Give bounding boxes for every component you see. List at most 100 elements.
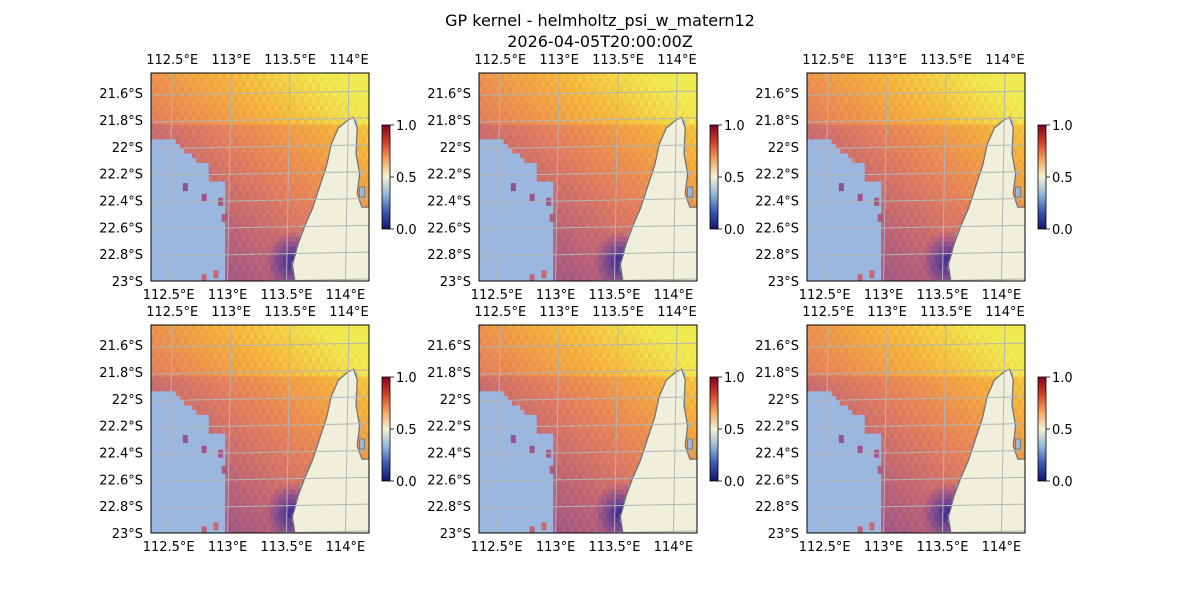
field-cell-island (874, 197, 880, 206)
meridian-line (286, 73, 291, 281)
colorbar-tick-label: 0.0 (724, 475, 745, 490)
graticule (479, 325, 697, 533)
parallel-line (807, 197, 1025, 203)
field-cell-island (869, 522, 875, 531)
top-lon-label: 113°E (211, 53, 251, 68)
left-lat-label: 22.8°S (99, 500, 143, 515)
field-cell-island (227, 490, 233, 499)
top-lon-label: 114°E (657, 53, 697, 68)
bottom-lon-label: 113.5°E (589, 540, 641, 555)
inlet (359, 186, 365, 198)
field-cell-island (555, 490, 561, 499)
field-cell-island (201, 193, 207, 202)
parallel-line (479, 144, 697, 150)
field-cell-island (227, 238, 233, 247)
graticule (151, 73, 369, 281)
left-lat-label: 21.6°S (99, 87, 143, 102)
left-lat-label: 22.6°S (755, 473, 799, 488)
meridian-line (227, 73, 232, 281)
left-lat-label: 22.6°S (99, 221, 143, 236)
left-lat-label: 22.4°S (427, 446, 471, 461)
left-lat-label: 22°S (768, 393, 799, 408)
left-lat-label: 23°S (768, 275, 799, 290)
field-cell-island (213, 270, 219, 279)
bottom-lon-label: 113°E (536, 540, 576, 555)
colorbar: 0.0 0.5 1.0 (381, 119, 417, 238)
parallel-line (151, 396, 369, 402)
meridian-line (614, 73, 619, 281)
parallel-line (151, 117, 369, 123)
left-lat-label: 22.2°S (755, 168, 799, 183)
bottom-lon-label: 113°E (208, 288, 248, 303)
left-lat-label: 22.8°S (427, 500, 471, 515)
top-lon-label: 113.5°E (592, 305, 644, 320)
colorbar-tick-label: 0.0 (396, 223, 417, 238)
field-cell-island (883, 238, 889, 247)
map-content (807, 73, 1025, 281)
left-lat-label: 22.4°S (99, 446, 143, 461)
meridian-line (286, 325, 291, 533)
map-frame (806, 324, 1026, 534)
parallel-line (479, 396, 697, 402)
map-panel-3: 112.5°E 112.5°E 113°E 113°E 113.5°E 113.5°E 11… (755, 53, 1072, 303)
field-cell-island (838, 183, 844, 192)
parallel-line (151, 144, 369, 150)
parallel-line (807, 449, 1025, 455)
map-panel-6: 112.5°E 112.5°E 113°E 113°E 113.5°E 113.5°E 11… (755, 305, 1072, 555)
bottom-lon-label: 114°E (982, 540, 1022, 555)
left-lat-label: 22.8°S (99, 248, 143, 263)
map-frame (478, 324, 698, 534)
left-lat-label: 21.8°S (755, 366, 799, 381)
meridian-line (227, 325, 232, 533)
colorbar-tick-label: 0.0 (1052, 475, 1073, 490)
parallel-line (232, 278, 369, 281)
left-lat-label: 21.8°S (427, 366, 471, 381)
left-lat-label: 22°S (440, 141, 471, 156)
parallel-line (151, 369, 369, 375)
field-cell-island (182, 435, 188, 444)
bottom-lon-label: 114°E (654, 288, 694, 303)
colorbar-gradient (381, 124, 391, 230)
left-lat-label: 22.6°S (755, 221, 799, 236)
left-lat-label: 22°S (440, 393, 471, 408)
field-cell-island (213, 522, 219, 531)
left-lat-label: 22.8°S (755, 500, 799, 515)
colorbar: 0.0 0.5 1.0 (1037, 119, 1073, 238)
graticule (151, 325, 369, 533)
top-lon-label: 112.5°E (802, 53, 854, 68)
meridian-line (942, 73, 947, 281)
parallel-line (151, 423, 369, 429)
left-lat-label: 22.4°S (755, 446, 799, 461)
parallel-line (479, 423, 697, 429)
map-frame (150, 324, 370, 534)
field-cell-island (201, 274, 207, 281)
top-lon-label: 112.5°E (146, 305, 198, 320)
bottom-lon-label: 112.5°E (143, 288, 195, 303)
parallel-line (560, 278, 697, 281)
parallel-line (479, 117, 697, 123)
top-lon-label: 113.5°E (920, 305, 972, 320)
field-cell-island (549, 465, 555, 474)
parallel-line (151, 251, 369, 257)
field-cell-island (857, 193, 863, 202)
left-lat-label: 21.6°S (427, 87, 471, 102)
bottom-lon-label: 112.5°E (471, 540, 523, 555)
parallel-line (807, 117, 1025, 123)
map-panel-1: 112.5°E 112.5°E 113°E 113°E 113.5°E 113.5°E 11… (99, 53, 416, 303)
parallel-line (807, 342, 1025, 348)
colorbar-tick-label: 0.0 (396, 475, 417, 490)
field-cell-island (541, 270, 547, 279)
colorbar-gradient (709, 376, 719, 482)
parallel-line (479, 251, 697, 257)
bottom-lon-label: 113.5°E (261, 288, 313, 303)
colorbar-tick-label: 0.5 (724, 423, 745, 438)
parallel-line (807, 423, 1025, 429)
meridian-line (672, 73, 678, 281)
parallel-line (807, 90, 1025, 96)
parallel-line (807, 251, 1025, 257)
colorbar-tick-label: 1.0 (724, 371, 745, 386)
colorbar-gradient (1037, 376, 1047, 482)
left-lat-label: 21.6°S (755, 87, 799, 102)
parallel-line (232, 530, 369, 533)
top-lon-label: 113°E (211, 305, 251, 320)
